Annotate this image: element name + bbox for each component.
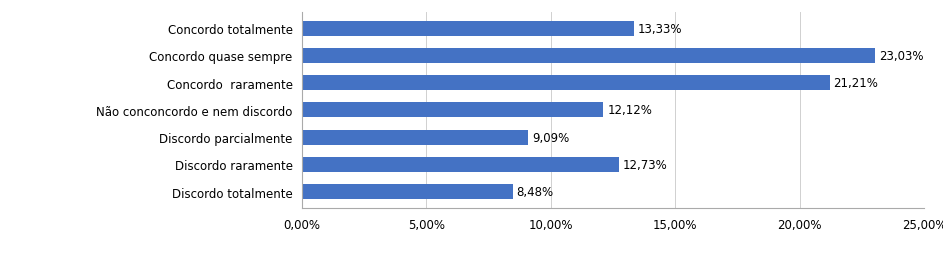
Text: 9,09%: 9,09% bbox=[532, 131, 569, 144]
Bar bbox=[302, 22, 634, 37]
Text: 8,48%: 8,48% bbox=[517, 185, 554, 198]
Text: 12,73%: 12,73% bbox=[622, 158, 667, 171]
Bar bbox=[302, 49, 875, 64]
Bar bbox=[302, 184, 513, 199]
Text: 12,12%: 12,12% bbox=[607, 104, 653, 117]
Bar bbox=[302, 76, 830, 91]
Bar bbox=[302, 103, 604, 118]
Bar bbox=[302, 130, 528, 145]
Text: 13,33%: 13,33% bbox=[637, 23, 682, 36]
Text: 23,03%: 23,03% bbox=[879, 50, 923, 63]
Text: 21,21%: 21,21% bbox=[834, 77, 878, 90]
Bar bbox=[302, 157, 619, 172]
